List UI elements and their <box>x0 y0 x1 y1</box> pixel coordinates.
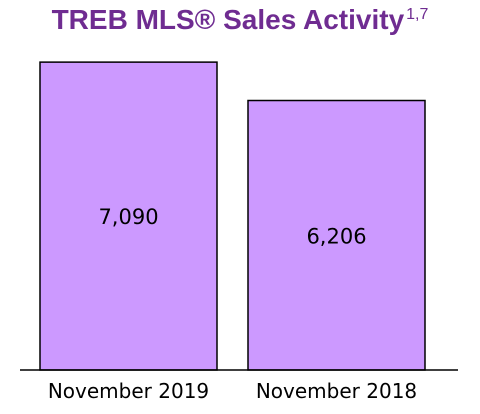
data-label-1: 7,090 <box>98 205 158 229</box>
bar-2 <box>247 99 426 371</box>
category-label-2: November 2018 <box>256 379 417 403</box>
data-label-2: 6,206 <box>306 224 366 248</box>
bar-1 <box>39 61 218 371</box>
chart-title-footnote: 1,7 <box>406 6 429 23</box>
category-label-1: November 2019 <box>48 379 209 403</box>
chart-title: TREB MLS® Sales Activity 1,7 <box>0 4 480 36</box>
chart-title-text: TREB MLS® Sales Activity <box>51 4 405 35</box>
